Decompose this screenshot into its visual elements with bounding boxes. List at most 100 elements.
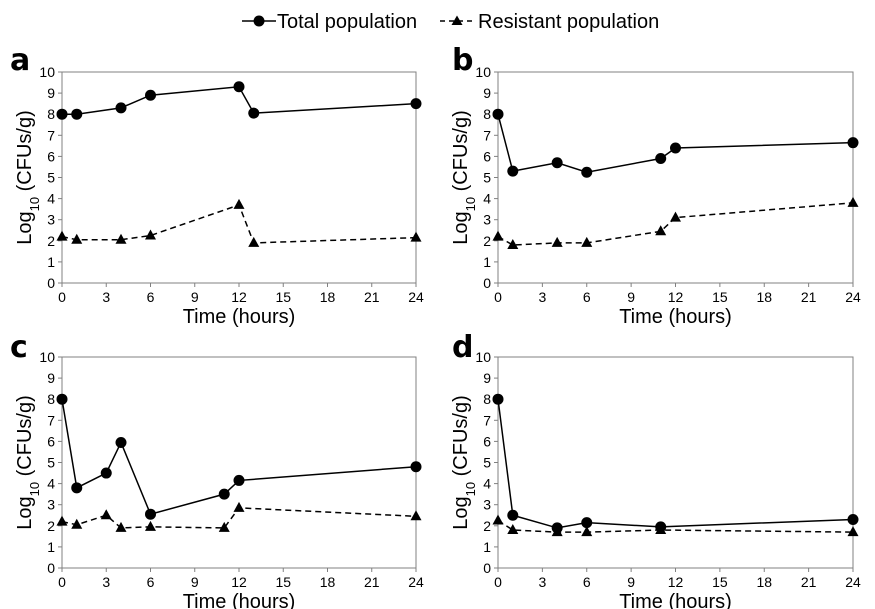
x-tick-label: 15 xyxy=(275,289,291,305)
resistant-data-point xyxy=(670,211,681,222)
resistant-data-point xyxy=(145,520,156,531)
y-tick-label: 2 xyxy=(483,233,491,249)
y-tick-label: 2 xyxy=(47,518,55,534)
x-tick-label: 6 xyxy=(583,289,591,305)
resistant-data-point xyxy=(218,521,230,532)
resistant-data-point xyxy=(233,198,245,209)
y-tick-label: 9 xyxy=(483,85,491,101)
resistant-data-point xyxy=(655,225,667,236)
x-tick-label: 18 xyxy=(320,574,336,590)
x-axis-label: Time (hours) xyxy=(183,591,296,609)
total-data-point xyxy=(670,142,681,154)
x-tick-label: 18 xyxy=(756,574,772,590)
legend-resistant-label: Resistant population xyxy=(478,11,659,33)
resistant-data-point xyxy=(847,196,859,207)
x-axis-label: Time (hours) xyxy=(183,306,296,328)
total-data-point xyxy=(655,153,667,165)
x-tick-label: 18 xyxy=(756,289,772,305)
x-tick-label: 12 xyxy=(231,289,247,305)
x-tick-label: 3 xyxy=(538,289,546,305)
total-data-point xyxy=(581,517,593,529)
panel-letter: b xyxy=(452,43,473,78)
resistant-series-line xyxy=(497,519,854,533)
x-tick-label: 15 xyxy=(712,289,728,305)
total-data-point xyxy=(145,89,156,101)
total-data-point xyxy=(233,474,245,486)
y-tick-label: 6 xyxy=(483,148,491,164)
y-tick-label: 7 xyxy=(47,412,55,428)
x-tick-label: 12 xyxy=(668,289,684,305)
y-tick-label: 8 xyxy=(47,106,55,122)
resistant-data-point xyxy=(410,231,422,242)
total-data-point xyxy=(115,436,127,448)
plot-frame xyxy=(61,356,417,569)
y-tick-label: 6 xyxy=(47,148,55,164)
resistant-data-point xyxy=(56,515,68,526)
x-tick-label: 12 xyxy=(668,574,684,590)
y-tick-label: 2 xyxy=(47,233,55,249)
y-tick-label: 9 xyxy=(483,370,491,386)
total-data-point xyxy=(492,393,504,405)
resistant-data-point xyxy=(248,236,260,247)
total-data-point xyxy=(71,108,83,120)
y-tick-label: 4 xyxy=(47,191,55,207)
total-data-point xyxy=(218,488,230,500)
y-tick-label: 1 xyxy=(47,539,55,555)
panel-letter: a xyxy=(10,43,30,78)
y-axis-label: Log10 (CFUs/g) xyxy=(450,395,478,530)
resistant-series-line xyxy=(61,507,417,529)
total-data-point xyxy=(410,461,422,473)
resistant-data-point xyxy=(115,521,127,532)
y-tick-label: 3 xyxy=(47,212,55,228)
y-tick-label: 7 xyxy=(483,412,491,428)
x-tick-label: 15 xyxy=(712,574,728,590)
x-tick-label: 24 xyxy=(408,574,424,590)
x-tick-label: 24 xyxy=(408,289,424,305)
x-tick-label: 0 xyxy=(494,289,502,305)
x-axis-label: Time (hours) xyxy=(619,306,732,328)
resistant-data-point xyxy=(551,526,563,537)
total-data-point xyxy=(551,157,563,169)
total-data-point xyxy=(507,509,519,521)
y-tick-label: 1 xyxy=(47,254,55,270)
x-tick-label: 15 xyxy=(275,574,291,590)
total-data-point xyxy=(100,467,112,479)
y-tick-label: 5 xyxy=(483,170,491,186)
total-series-line xyxy=(61,399,417,516)
resistant-data-point xyxy=(507,524,519,535)
y-tick-label: 0 xyxy=(47,560,55,576)
y-tick-label: 1 xyxy=(483,254,491,270)
resistant-data-point xyxy=(56,230,68,241)
y-tick-label: 3 xyxy=(47,497,55,513)
y-tick-label: 0 xyxy=(47,275,55,291)
y-axis-label: Log10 (CFUs/g) xyxy=(14,110,42,245)
x-tick-label: 9 xyxy=(191,289,199,305)
x-tick-label: 0 xyxy=(58,574,66,590)
x-tick-label: 9 xyxy=(627,574,635,590)
x-tick-label: 12 xyxy=(231,574,247,590)
resistant-data-point xyxy=(581,236,593,247)
total-data-point xyxy=(56,393,68,405)
resistant-data-point xyxy=(581,526,593,537)
resistant-series-line xyxy=(61,203,417,244)
total-series-line xyxy=(497,399,854,529)
y-tick-label: 6 xyxy=(47,433,55,449)
resistant-data-point xyxy=(100,509,112,520)
resistant-data-point xyxy=(492,230,504,241)
x-tick-label: 6 xyxy=(147,574,155,590)
y-tick-label: 9 xyxy=(47,85,55,101)
y-tick-label: 3 xyxy=(483,497,491,513)
x-tick-label: 3 xyxy=(538,574,546,590)
total-data-point xyxy=(581,166,593,178)
y-axis-label: Log10 (CFUs/g) xyxy=(14,395,42,530)
total-data-point xyxy=(71,482,83,494)
x-tick-label: 24 xyxy=(845,574,861,590)
total-data-point xyxy=(847,513,859,525)
y-axis-label: Log10 (CFUs/g) xyxy=(450,110,478,245)
resistant-data-point xyxy=(71,518,83,529)
y-tick-label: 1 xyxy=(483,539,491,555)
y-tick-label: 4 xyxy=(483,476,491,492)
x-tick-label: 24 xyxy=(845,289,861,305)
